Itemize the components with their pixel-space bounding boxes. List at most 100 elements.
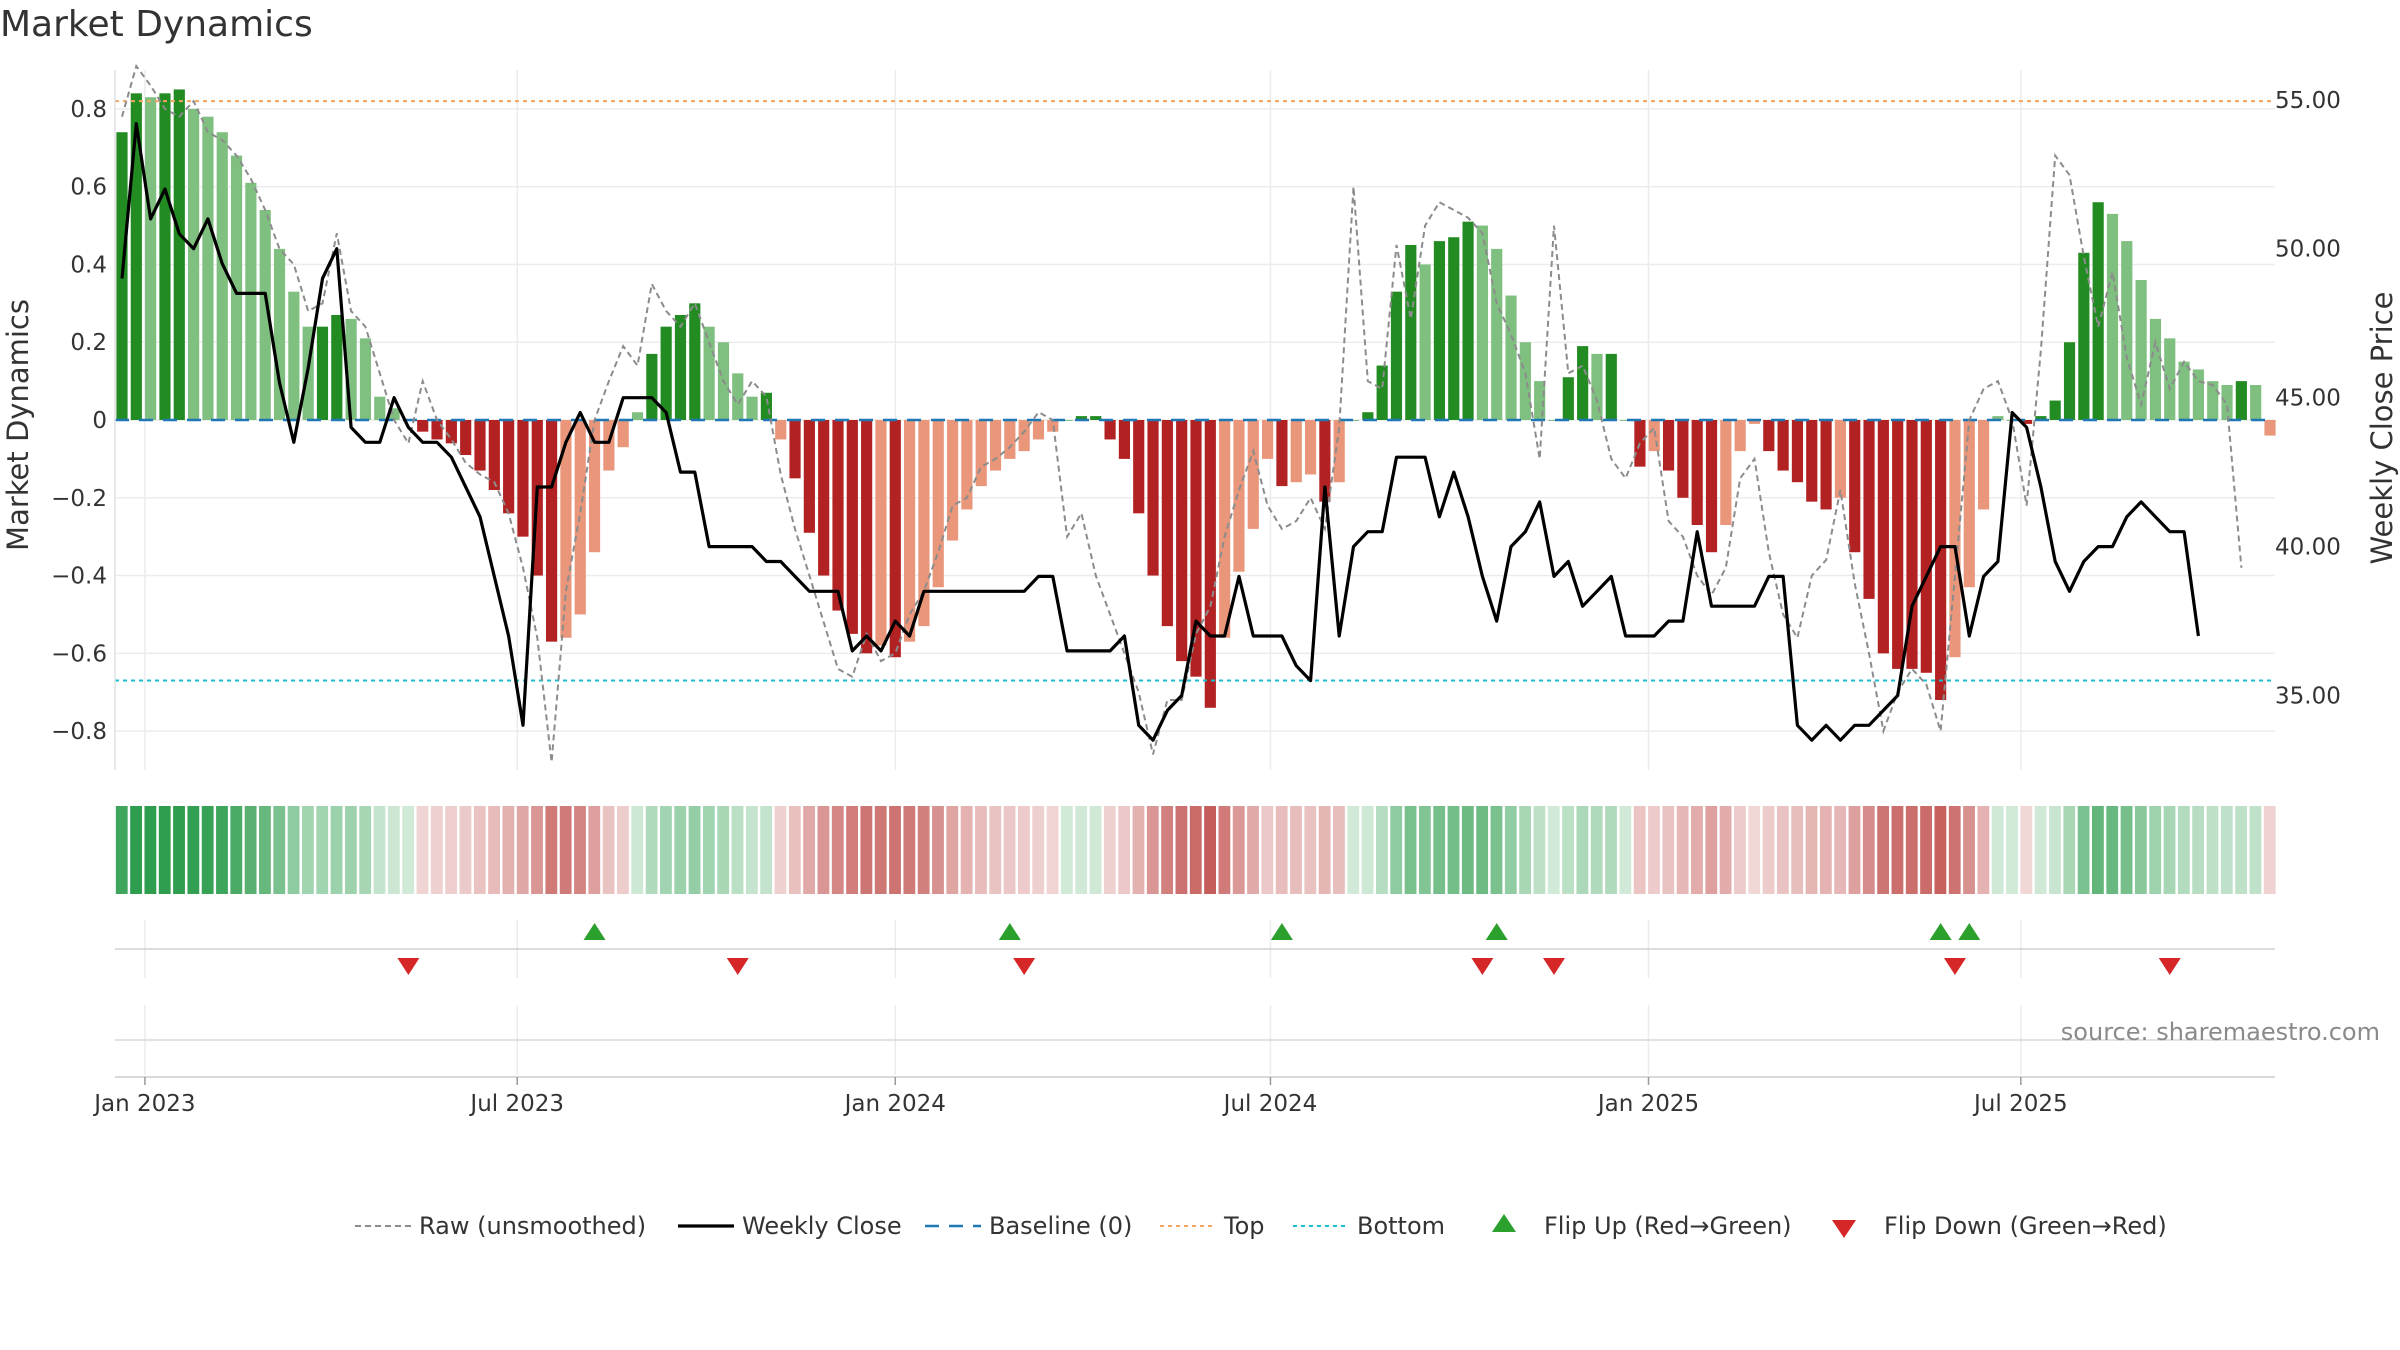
regime-strip-cell: [1605, 806, 1617, 894]
histogram-bar: [1505, 295, 1517, 420]
regime-strip-cell: [846, 806, 858, 894]
legend-label: Flip Down (Green→Red): [1884, 1212, 2167, 1240]
regime-strip-cell: [1390, 806, 1403, 894]
regime-strip-cell: [459, 806, 472, 894]
histogram-bar: [216, 132, 228, 420]
y-right-tick-label: 55.00: [2275, 88, 2341, 114]
regime-strip-cell: [1060, 806, 1073, 894]
histogram-bar: [2092, 202, 2104, 420]
histogram-bar: [689, 303, 701, 420]
histogram-bar: [1233, 420, 1245, 572]
regime-strip-cell: [960, 806, 973, 894]
regime-strip-cell: [130, 806, 142, 894]
histogram-bar: [1935, 420, 1947, 700]
y-left-tick-label: −0.8: [51, 719, 107, 745]
regime-strip-cell: [1404, 806, 1417, 894]
flip-up-marker: [1929, 923, 1952, 940]
histogram-bar: [1333, 420, 1345, 483]
regime-strip-cell: [2134, 806, 2147, 894]
regime-strip-cell: [216, 806, 228, 894]
histogram-bar: [2149, 318, 2162, 420]
regime-strip-cell: [2106, 806, 2119, 894]
histogram-bar: [130, 93, 142, 420]
regime-strip-cell: [115, 806, 128, 894]
histogram-bar: [946, 420, 959, 541]
histogram-bar: [1677, 420, 1689, 498]
histogram-bar: [1691, 420, 1703, 525]
histogram-bar: [173, 89, 185, 420]
histogram-bar: [1605, 353, 1617, 420]
flip-up-marker: [1270, 923, 1293, 940]
regime-strip-cell: [430, 806, 443, 894]
histogram-bar: [1161, 420, 1173, 627]
regime-strip-cell: [488, 806, 500, 894]
regime-strip-cell: [1891, 806, 1904, 894]
regime-strip-cell: [917, 806, 930, 894]
regime-strip-cell: [2249, 806, 2262, 894]
histogram-bar: [674, 315, 687, 420]
regime-strip-cell: [230, 806, 243, 894]
histogram-bar: [1963, 420, 1975, 588]
histogram-bar: [230, 155, 243, 421]
histogram-bar: [417, 420, 429, 432]
histogram-bar: [789, 420, 801, 479]
histogram-bar: [1047, 420, 1059, 432]
regime-strip-cell: [359, 806, 372, 894]
regime-strip-cell: [1905, 806, 1918, 894]
histogram-bar: [775, 420, 787, 440]
regime-strip-cell: [932, 806, 944, 894]
histogram-bar: [617, 420, 629, 448]
regime-strip-cell: [531, 806, 543, 894]
regime-strip-cell: [1676, 806, 1689, 894]
regime-strip-cell: [2163, 806, 2176, 894]
histogram-bar: [1433, 241, 1446, 420]
histogram-bar: [1748, 420, 1761, 424]
regime-strip-cell: [1418, 806, 1431, 894]
regime-strip-cell: [330, 806, 343, 894]
regime-strip-cell: [731, 806, 744, 894]
regime-strip-cell: [631, 806, 644, 894]
regime-strip-cell: [1562, 806, 1574, 894]
regime-strip-cell: [1633, 806, 1646, 894]
histogram-bar: [474, 420, 486, 471]
histogram-bar: [1104, 420, 1116, 440]
histogram-bar: [1262, 420, 1274, 459]
histogram-bar: [1777, 420, 1789, 471]
histogram-bar: [932, 420, 944, 588]
x-tick-label: Jan 2023: [92, 1091, 195, 1117]
legend-item: Top: [1160, 1212, 1265, 1240]
histogram-bar: [1276, 420, 1288, 487]
histogram-bar: [1419, 264, 1431, 420]
flip-down-marker: [1943, 958, 1966, 975]
histogram-bar: [1491, 248, 1503, 420]
regime-strip-cell: [1862, 806, 1875, 894]
regime-strip-cell: [1834, 806, 1847, 894]
histogram-bar: [388, 408, 400, 420]
regime-strip-cell: [1275, 806, 1288, 894]
histogram-bar: [259, 210, 271, 420]
regime-strip-cell: [1547, 806, 1560, 894]
histogram-bar: [1949, 420, 1961, 658]
regime-strip-cell: [1504, 806, 1517, 894]
chart-title: Market Dynamics: [0, 4, 313, 45]
histogram-bar: [445, 420, 457, 444]
legend-label: Weekly Close: [742, 1212, 902, 1240]
regime-strip-cell: [1333, 806, 1345, 894]
regime-strip-cell: [2220, 806, 2233, 894]
regime-strip-cell: [387, 806, 400, 894]
regime-strip-cell: [1247, 806, 1259, 894]
y-left-tick-label: −0.6: [51, 641, 107, 667]
x-axis: Jan 2023 Jul 2023 Jan 2024 Jul 2024 Jan 2025…: [92, 1076, 2275, 1117]
histogram-bar: [2063, 342, 2076, 420]
regime-strip-cell: [1447, 806, 1460, 894]
histogram-bar: [1075, 416, 1088, 420]
regime-strip-cell: [1648, 806, 1660, 894]
regime-strip-cell: [1318, 806, 1331, 894]
histogram-bar: [1806, 420, 1818, 502]
histogram-bar: [1032, 420, 1045, 440]
regime-strip-cell: [989, 806, 1002, 894]
histogram-bar: [202, 116, 214, 421]
regime-strip-cell: [1719, 806, 1732, 894]
histogram-bar: [2221, 385, 2233, 420]
histogram-bar: [1090, 416, 1102, 420]
